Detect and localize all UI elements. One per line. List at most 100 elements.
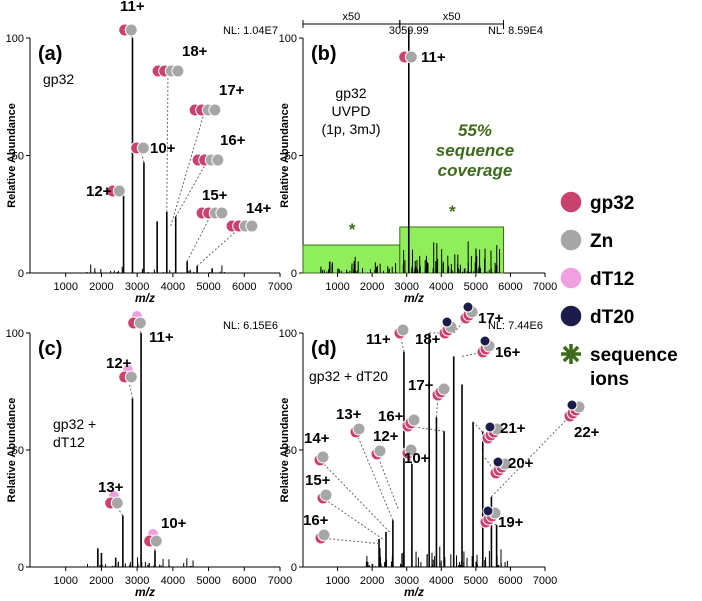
zn-marker <box>124 370 138 384</box>
x-tick-label: 7000 <box>268 281 292 293</box>
charge-label: 11+ <box>120 0 145 15</box>
asterisk-stroke <box>562 345 580 363</box>
charge-label: 10+ <box>404 450 430 467</box>
nl-label: NL: 8.59E4 <box>488 25 543 37</box>
gp32-legend-icon <box>559 190 583 214</box>
x-tick-label: 4000 <box>429 281 453 293</box>
legend-label: Zn <box>590 231 613 252</box>
x-tick-label: 6000 <box>498 575 522 587</box>
x-tick-label: 1000 <box>325 281 349 293</box>
panel-label: (b) <box>311 43 337 65</box>
zoom-factor-label: x50 <box>343 11 361 23</box>
x-axis-label: m/z <box>135 291 155 305</box>
charge-label: 17+ <box>408 377 434 394</box>
leader-line <box>319 459 390 533</box>
x-tick-label: 1000 <box>53 281 77 293</box>
panel-b: 1000 2000 3000 4000 5000 6000 7000 0 50 100 Relati… <box>279 11 558 305</box>
zn-marker <box>404 50 418 64</box>
x-tick-label: 2000 <box>89 281 113 293</box>
sample-label: dT12 <box>53 434 85 450</box>
nl-label: NL: 6.15E6 <box>223 320 278 332</box>
panel-d: 1000 2000 3000 4000 5000 6000 7000 0 50 100 Relati… <box>279 301 600 599</box>
x-tick-label: 3000 <box>125 575 149 587</box>
sequence-ion-asterisk: * <box>448 202 456 221</box>
dt20-legend-icon <box>559 304 583 328</box>
coverage-label: sequence <box>436 141 514 160</box>
legend-label: ions <box>590 369 629 390</box>
zn-marker <box>211 153 225 167</box>
charge-label: 17+ <box>478 310 504 327</box>
legend-label: dT12 <box>590 269 634 290</box>
charge-label: 16+ <box>303 512 329 529</box>
sequence-ion-asterisk: * <box>348 220 356 239</box>
y-tick-label: 0 <box>291 268 297 280</box>
sample-label: gp32 <box>335 85 366 101</box>
coverage-label: coverage <box>438 161 513 180</box>
charge-label: 14+ <box>246 200 272 217</box>
panel-label: (d) <box>311 338 337 360</box>
dt20-marker <box>484 421 496 433</box>
charge-label: 16+ <box>495 344 521 361</box>
y-tick-label: 50 <box>285 151 297 163</box>
y-tick-label: 0 <box>18 562 24 574</box>
zn-marker <box>136 141 150 155</box>
coverage-label: 55% <box>458 121 492 140</box>
zn-marker <box>208 103 222 117</box>
charge-label: 18+ <box>182 43 208 60</box>
leader-line <box>491 415 571 498</box>
leader-line <box>170 109 206 227</box>
dt20-marker <box>492 456 504 468</box>
charge-label: 14+ <box>304 430 330 447</box>
x-tick-label: 1000 <box>53 575 77 587</box>
leader-line <box>399 332 405 352</box>
charge-label: 16+ <box>220 132 246 149</box>
charge-label: 11+ <box>149 329 174 346</box>
x-tick-label: 7000 <box>533 575 557 587</box>
panel-label: (c) <box>38 338 62 360</box>
zoom-box <box>302 244 401 274</box>
x-tick-label: 4000 <box>161 575 185 587</box>
charge-label: 13+ <box>336 406 362 423</box>
legend-label: dT20 <box>590 307 634 328</box>
sample-label: gp32 + <box>53 416 96 432</box>
charge-label: 19+ <box>498 514 524 531</box>
leader-line <box>196 225 243 267</box>
asterisk-icon <box>561 344 581 364</box>
y-tick-label: 100 <box>279 33 297 45</box>
x-tick-label: 6000 <box>232 281 256 293</box>
charge-label: 15+ <box>202 187 228 204</box>
zoom-factor-label: x50 <box>443 11 461 23</box>
charge-label: 16+ <box>378 408 404 425</box>
leader-line <box>186 212 213 262</box>
y-axis-label: Relative Abundance <box>6 103 18 208</box>
nl-label: NL: 1.04E7 <box>223 25 278 37</box>
y-axis-label: Relative Abundance <box>279 103 291 208</box>
zn-marker <box>437 382 451 396</box>
leader-line <box>175 159 209 217</box>
x-tick-label: 4000 <box>429 575 453 587</box>
y-tick-label: 100 <box>6 33 24 45</box>
nl-label: NL: 7.44E6 <box>488 320 543 332</box>
y-tick-label: 50 <box>285 445 297 457</box>
zn-marker <box>124 23 138 37</box>
panel-c: 1000 2000 3000 4000 5000 6000 7000 0 50 100 Relati… <box>6 310 292 599</box>
dt20-marker <box>482 505 494 517</box>
x-tick-label: 2000 <box>89 575 113 587</box>
leader-line <box>166 70 169 212</box>
leader-line <box>322 497 383 540</box>
y-axis-label: Relative Abundance <box>6 398 18 503</box>
charge-label: 21+ <box>500 420 526 437</box>
x-tick-label: 3000 <box>394 281 418 293</box>
dt20-marker <box>479 335 491 347</box>
x-axis-label: m/z <box>135 585 155 599</box>
charge-label: 12+ <box>373 428 399 445</box>
dt20-marker <box>462 301 474 313</box>
y-axis-label: Relative Abundance <box>279 398 291 503</box>
leader-line <box>376 453 399 509</box>
sample-label: gp32 <box>43 71 74 87</box>
legend: gp32 Zn dT12 dT20 sequence ions <box>559 190 678 390</box>
x-tick-label: 7000 <box>533 281 557 293</box>
x-tick-label: 3000 <box>394 575 418 587</box>
legend-label: sequence <box>590 345 678 366</box>
